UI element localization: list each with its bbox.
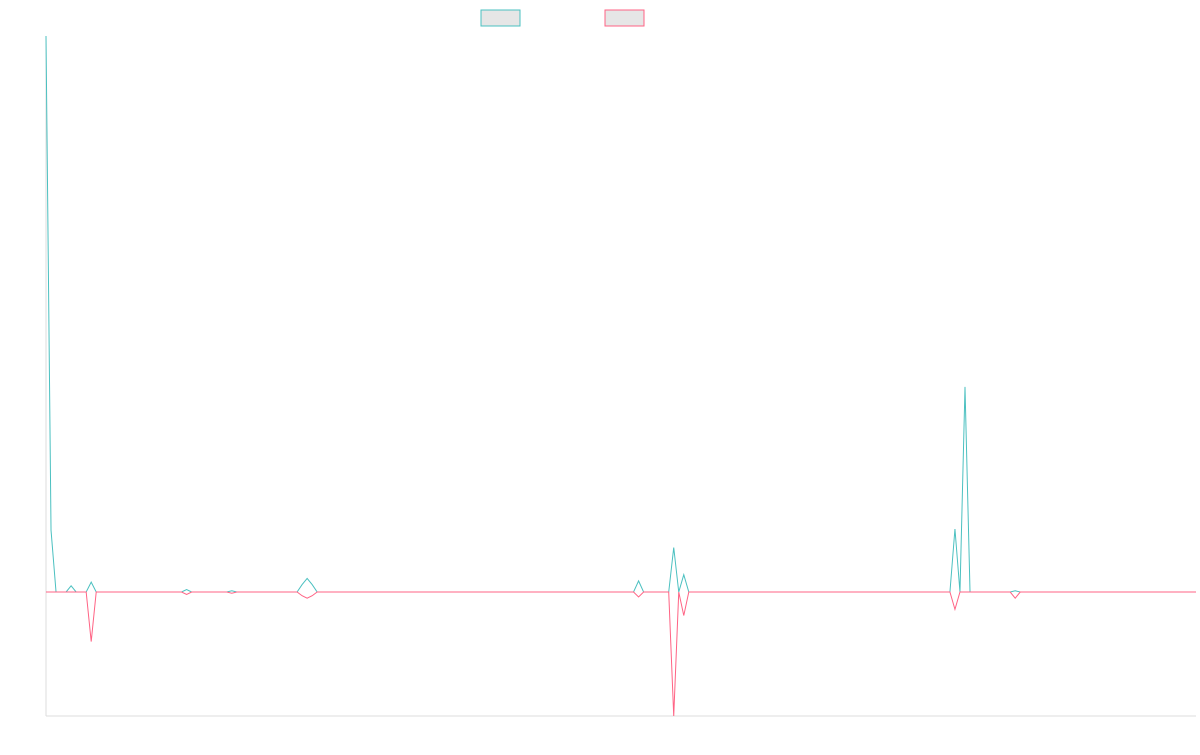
series-layer bbox=[45, 35, 1196, 717]
legend-swatch-1[interactable] bbox=[480, 9, 521, 27]
legend-item-2[interactable] bbox=[604, 9, 645, 27]
series-line-1 bbox=[45, 35, 1196, 593]
legend bbox=[480, 9, 645, 27]
legend-swatch-2[interactable] bbox=[604, 9, 645, 27]
axes bbox=[45, 36, 1196, 717]
series-line-2 bbox=[46, 591, 1196, 717]
legend-item-1[interactable] bbox=[480, 9, 521, 27]
